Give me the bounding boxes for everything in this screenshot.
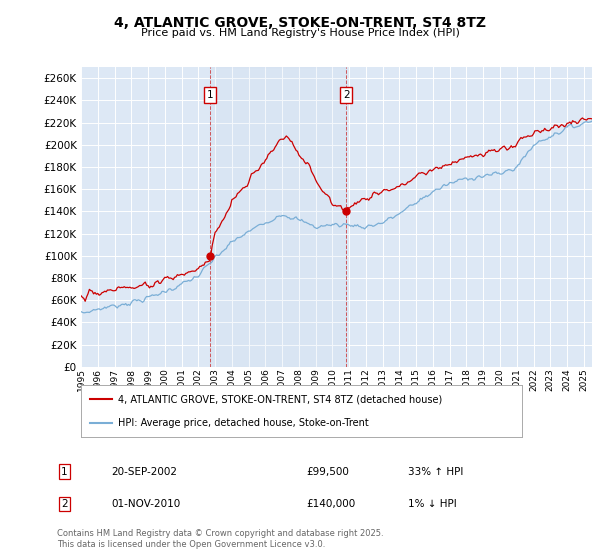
Text: 4, ATLANTIC GROVE, STOKE-ON-TRENT, ST4 8TZ (detached house): 4, ATLANTIC GROVE, STOKE-ON-TRENT, ST4 8… — [118, 394, 443, 404]
Text: Price paid vs. HM Land Registry's House Price Index (HPI): Price paid vs. HM Land Registry's House … — [140, 28, 460, 38]
Text: £140,000: £140,000 — [306, 499, 355, 509]
Text: 20-SEP-2002: 20-SEP-2002 — [111, 466, 177, 477]
Text: HPI: Average price, detached house, Stoke-on-Trent: HPI: Average price, detached house, Stok… — [118, 418, 369, 428]
Text: Contains HM Land Registry data © Crown copyright and database right 2025.
This d: Contains HM Land Registry data © Crown c… — [57, 529, 383, 549]
Text: £99,500: £99,500 — [306, 466, 349, 477]
Text: 2: 2 — [61, 499, 68, 509]
Text: 4, ATLANTIC GROVE, STOKE-ON-TRENT, ST4 8TZ: 4, ATLANTIC GROVE, STOKE-ON-TRENT, ST4 8… — [114, 16, 486, 30]
Text: 1: 1 — [207, 90, 214, 100]
Text: 33% ↑ HPI: 33% ↑ HPI — [408, 466, 463, 477]
Text: 2: 2 — [343, 90, 350, 100]
Text: 1% ↓ HPI: 1% ↓ HPI — [408, 499, 457, 509]
Text: 01-NOV-2010: 01-NOV-2010 — [111, 499, 180, 509]
Bar — [211, 67, 346, 367]
Text: 1: 1 — [61, 466, 68, 477]
